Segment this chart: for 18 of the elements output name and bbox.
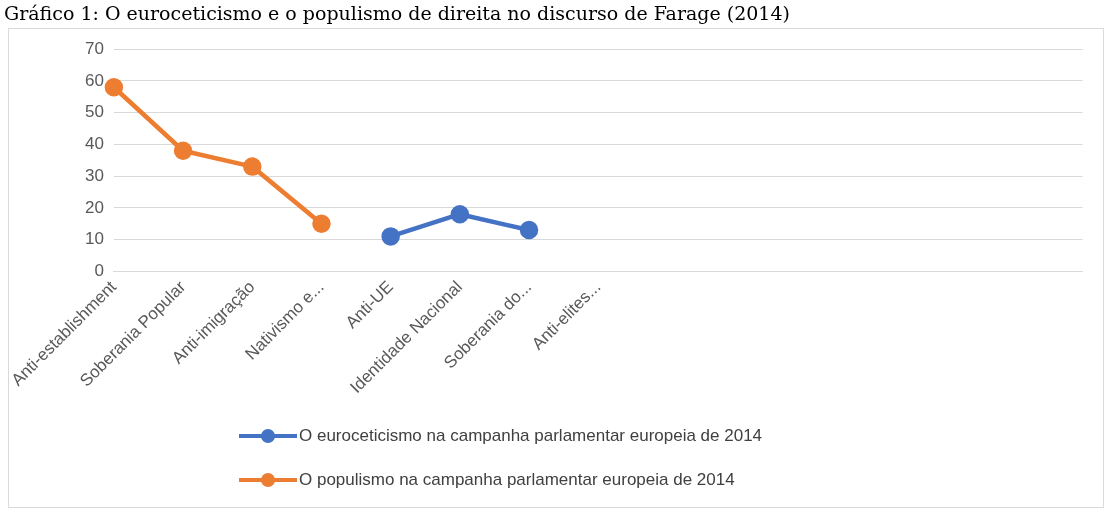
chart-title: Gráfico 1: O euroceticismo e o populismo de direita no discurso de Farage (2014): [3, 1, 791, 26]
point: [243, 157, 262, 176]
y-tick-label: 70: [84, 38, 104, 58]
y-tick-label: 30: [84, 165, 104, 185]
point: [519, 220, 539, 240]
point: [381, 227, 400, 246]
legend-label: O populismo na campanha parlamentar europeia de 2014: [299, 470, 735, 490]
y-tick-label: 0: [94, 261, 104, 280]
point: [312, 214, 331, 233]
y-tick-label: 20: [84, 197, 104, 217]
y-tick-label: 50: [84, 102, 104, 122]
point: [104, 78, 124, 97]
point: [173, 141, 193, 160]
y-tick-label: 60: [84, 70, 104, 90]
legend-label: O euroceticismo na campanha parlamentar europeia de 2014: [299, 426, 763, 446]
point: [450, 204, 470, 224]
y-tick-label: 10: [84, 229, 104, 249]
y-tick-label: 40: [84, 134, 104, 154]
